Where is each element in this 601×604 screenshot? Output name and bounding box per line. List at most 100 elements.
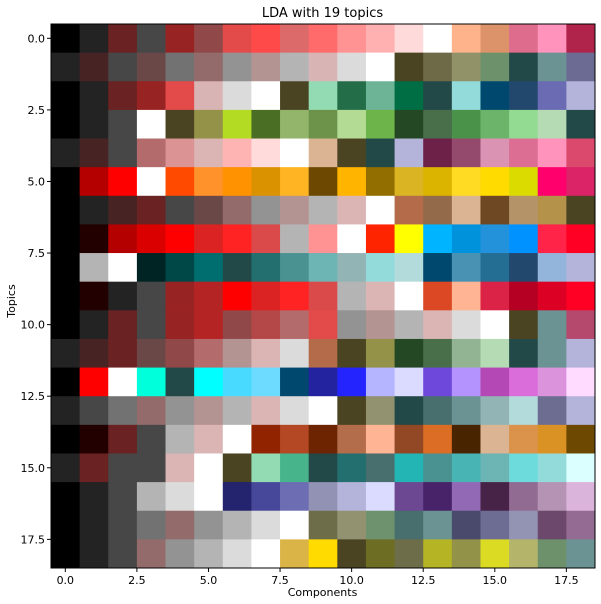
heatmap-cell (509, 510, 539, 540)
heatmap-cell (337, 539, 367, 569)
heatmap-cell (136, 510, 166, 540)
heatmap-cell (79, 367, 109, 397)
heatmap-cell (423, 253, 453, 283)
heatmap-cell (537, 224, 567, 254)
heatmap-cell (222, 396, 252, 426)
x-tick-label: 5.0 (200, 574, 218, 587)
heatmap-cell (394, 52, 424, 82)
heatmap-cell (365, 52, 395, 82)
heatmap-cell (251, 195, 281, 225)
heatmap-cell (337, 453, 367, 483)
heatmap-cells (51, 24, 596, 569)
heatmap-cell (509, 539, 539, 569)
heatmap-cell (222, 424, 252, 454)
heatmap-cell (136, 52, 166, 82)
heatmap-cell (165, 396, 195, 426)
heatmap-cell (51, 138, 81, 168)
heatmap-cell (337, 424, 367, 454)
heatmap-cell (280, 367, 310, 397)
heatmap-cell (222, 224, 252, 254)
heatmap-cell (451, 424, 481, 454)
plot-frame (50, 23, 596, 569)
heatmap-cell (480, 539, 510, 569)
heatmap-cell (222, 109, 252, 139)
heatmap-cell (365, 24, 395, 54)
heatmap-cell (194, 195, 224, 225)
heatmap-cell (337, 224, 367, 254)
heatmap-cell (165, 81, 195, 111)
heatmap-cell (394, 195, 424, 225)
heatmap-cell (509, 52, 539, 82)
heatmap-cell (108, 195, 138, 225)
heatmap-cell (165, 424, 195, 454)
heatmap-cell (108, 167, 138, 197)
heatmap-cell (537, 482, 567, 512)
heatmap-cell (509, 281, 539, 311)
heatmap-cell (537, 253, 567, 283)
heatmap-cell (136, 424, 166, 454)
heatmap-cell (280, 24, 310, 54)
heatmap-cell (222, 510, 252, 540)
heatmap-cell (308, 510, 338, 540)
heatmap-cell (365, 510, 395, 540)
heatmap-cell (451, 24, 481, 54)
y-tick-label: 0.0 (28, 32, 46, 45)
heatmap-cell (394, 396, 424, 426)
heatmap-cell (480, 338, 510, 368)
heatmap-cell (365, 367, 395, 397)
heatmap-cell (222, 338, 252, 368)
heatmap-cell (509, 138, 539, 168)
heatmap-cell (394, 167, 424, 197)
heatmap-cell (79, 453, 109, 483)
heatmap-cell (423, 109, 453, 139)
heatmap-cell (79, 539, 109, 569)
heatmap-cell (394, 253, 424, 283)
x-tick-label: 0.0 (57, 574, 75, 587)
heatmap-cell (337, 338, 367, 368)
heatmap-cell (251, 167, 281, 197)
heatmap-cell (280, 253, 310, 283)
heatmap-cell (509, 367, 539, 397)
heatmap-cell (451, 482, 481, 512)
heatmap-cell (308, 195, 338, 225)
heatmap-cell (451, 510, 481, 540)
heatmap-cell (394, 24, 424, 54)
chart-title: LDA with 19 topics (262, 6, 383, 21)
heatmap-cell (394, 224, 424, 254)
heatmap-cell (51, 539, 81, 569)
heatmap-cell (108, 81, 138, 111)
heatmap-cell (51, 367, 81, 397)
heatmap-cell (566, 24, 596, 54)
heatmap-cell (451, 253, 481, 283)
heatmap-cell (280, 539, 310, 569)
heatmap-cell (51, 167, 81, 197)
heatmap-cell (194, 310, 224, 340)
heatmap-cell (79, 109, 109, 139)
heatmap-cell (451, 367, 481, 397)
heatmap-cell (480, 24, 510, 54)
heatmap-cell (480, 109, 510, 139)
heatmap-cell (108, 510, 138, 540)
heatmap-cell (108, 539, 138, 569)
heatmap-cell (423, 367, 453, 397)
heatmap-cell (51, 482, 81, 512)
heatmap-cell (108, 24, 138, 54)
heatmap-cell (280, 109, 310, 139)
heatmap-cell (136, 453, 166, 483)
heatmap-cell (337, 195, 367, 225)
heatmap-cell (394, 310, 424, 340)
heatmap-cell (451, 338, 481, 368)
heatmap-cell (337, 396, 367, 426)
heatmap-cell (251, 224, 281, 254)
heatmap-cell (308, 109, 338, 139)
heatmap-cell (251, 52, 281, 82)
heatmap-cell (451, 310, 481, 340)
heatmap-cell (394, 510, 424, 540)
heatmap-cell (337, 281, 367, 311)
heatmap-cell (480, 310, 510, 340)
heatmap-cell (337, 310, 367, 340)
heatmap-cell (365, 253, 395, 283)
heatmap-cell (423, 510, 453, 540)
heatmap-cell (79, 338, 109, 368)
heatmap-cell (423, 195, 453, 225)
